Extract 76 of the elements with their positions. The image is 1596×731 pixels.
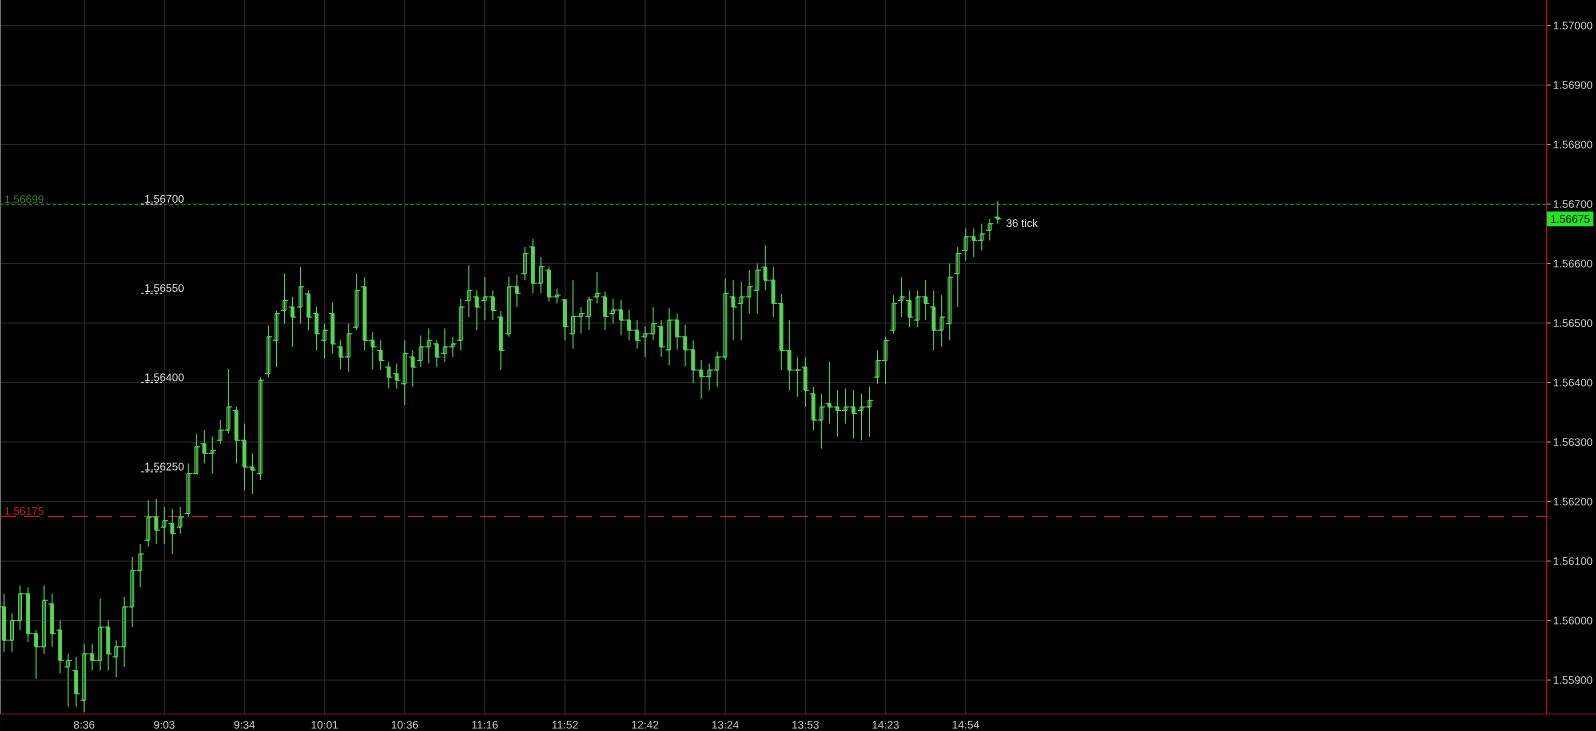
candlestick — [256, 376, 265, 481]
x-tick-label: 9:03 — [154, 720, 175, 729]
candlestick — [729, 279, 738, 341]
candlestick — [432, 339, 442, 368]
x-tick-label: 11:16 — [472, 720, 498, 729]
y-tick-label: 1.56400 — [1553, 378, 1593, 387]
x-tick-label: 9:34 — [234, 720, 255, 729]
candlestick — [55, 620, 65, 675]
y-tick-label: 1.56600 — [1553, 259, 1593, 268]
annotation: 36 tick — [1006, 218, 1038, 227]
candlestick — [520, 246, 530, 281]
y-tick-label: 1.57000 — [1553, 21, 1593, 30]
y-tick-label: 1.56000 — [1553, 616, 1593, 625]
candlestick — [472, 289, 482, 331]
annotation: 1.56700 — [145, 194, 184, 203]
candlestick — [47, 593, 57, 648]
x-tick-label: 14:23 — [872, 720, 899, 729]
candlestick — [392, 363, 401, 390]
y-tick-label: 1.56800 — [1553, 140, 1593, 149]
candlestick — [993, 200, 1002, 225]
annotation: 1.56550 — [145, 284, 184, 292]
candlestick — [71, 656, 81, 708]
candlestick — [584, 296, 594, 331]
candlestick — [400, 339, 409, 406]
x-tick-label: 13:24 — [712, 720, 739, 729]
ref-line-label: 1.56175 — [5, 507, 44, 515]
candlestick — [304, 289, 313, 331]
candlestick — [592, 271, 602, 304]
candlestick — [352, 273, 361, 331]
x-tick-label: 12:42 — [632, 720, 659, 729]
candlestick — [320, 323, 329, 360]
candlestick — [801, 356, 810, 408]
candlestick — [280, 273, 289, 325]
y-tick-label: 1.55900 — [1553, 676, 1593, 684]
candlestick — [560, 298, 570, 341]
candlestick — [328, 301, 337, 354]
ref-line-label: 1.56699 — [5, 195, 44, 204]
candlestick — [753, 263, 762, 315]
candlestick — [384, 361, 393, 390]
y-tick-label: 1.56200 — [1553, 497, 1593, 506]
candlestick — [897, 276, 906, 318]
y-tick-label: 1.56300 — [1553, 438, 1593, 446]
candlestick — [496, 310, 506, 371]
candlestick — [905, 289, 914, 328]
annotation: 1.56250 — [145, 462, 184, 471]
candlestick — [288, 296, 297, 348]
candlestick — [889, 294, 898, 335]
y-tick-label: 1.56900 — [1553, 81, 1593, 89]
candlestick — [63, 653, 73, 708]
candlestick — [176, 506, 185, 535]
x-tick-label: 10:36 — [391, 720, 418, 729]
x-tick-label: 10:01 — [311, 720, 338, 729]
candlestick — [600, 291, 610, 331]
candlestick — [985, 218, 994, 241]
x-tick-label: 8:36 — [73, 720, 95, 729]
candlestick — [272, 310, 281, 368]
annotation: 1.56400 — [145, 373, 184, 382]
candlestick — [312, 306, 321, 351]
candlestick — [160, 506, 169, 545]
x-tick-label: 14:54 — [952, 720, 980, 729]
y-tick-label: 1.56700 — [1553, 200, 1593, 208]
text: 1.56675 — [1551, 215, 1590, 223]
candlestick — [376, 339, 385, 371]
y-tick-label: 1.56500 — [1553, 319, 1593, 327]
candlestick — [296, 266, 305, 325]
candlestick — [264, 324, 273, 378]
x-tick-label: 11:52 — [552, 720, 578, 729]
candlestick — [456, 298, 466, 351]
candlestick — [408, 349, 417, 388]
x-tick-label: 13:53 — [792, 720, 819, 729]
y-tick-label: 1.56100 — [1553, 557, 1593, 565]
candlestick — [656, 319, 666, 358]
candlestick — [945, 263, 954, 341]
candlestick — [464, 264, 474, 318]
candlestick — [953, 246, 962, 308]
candlestick — [168, 508, 177, 555]
